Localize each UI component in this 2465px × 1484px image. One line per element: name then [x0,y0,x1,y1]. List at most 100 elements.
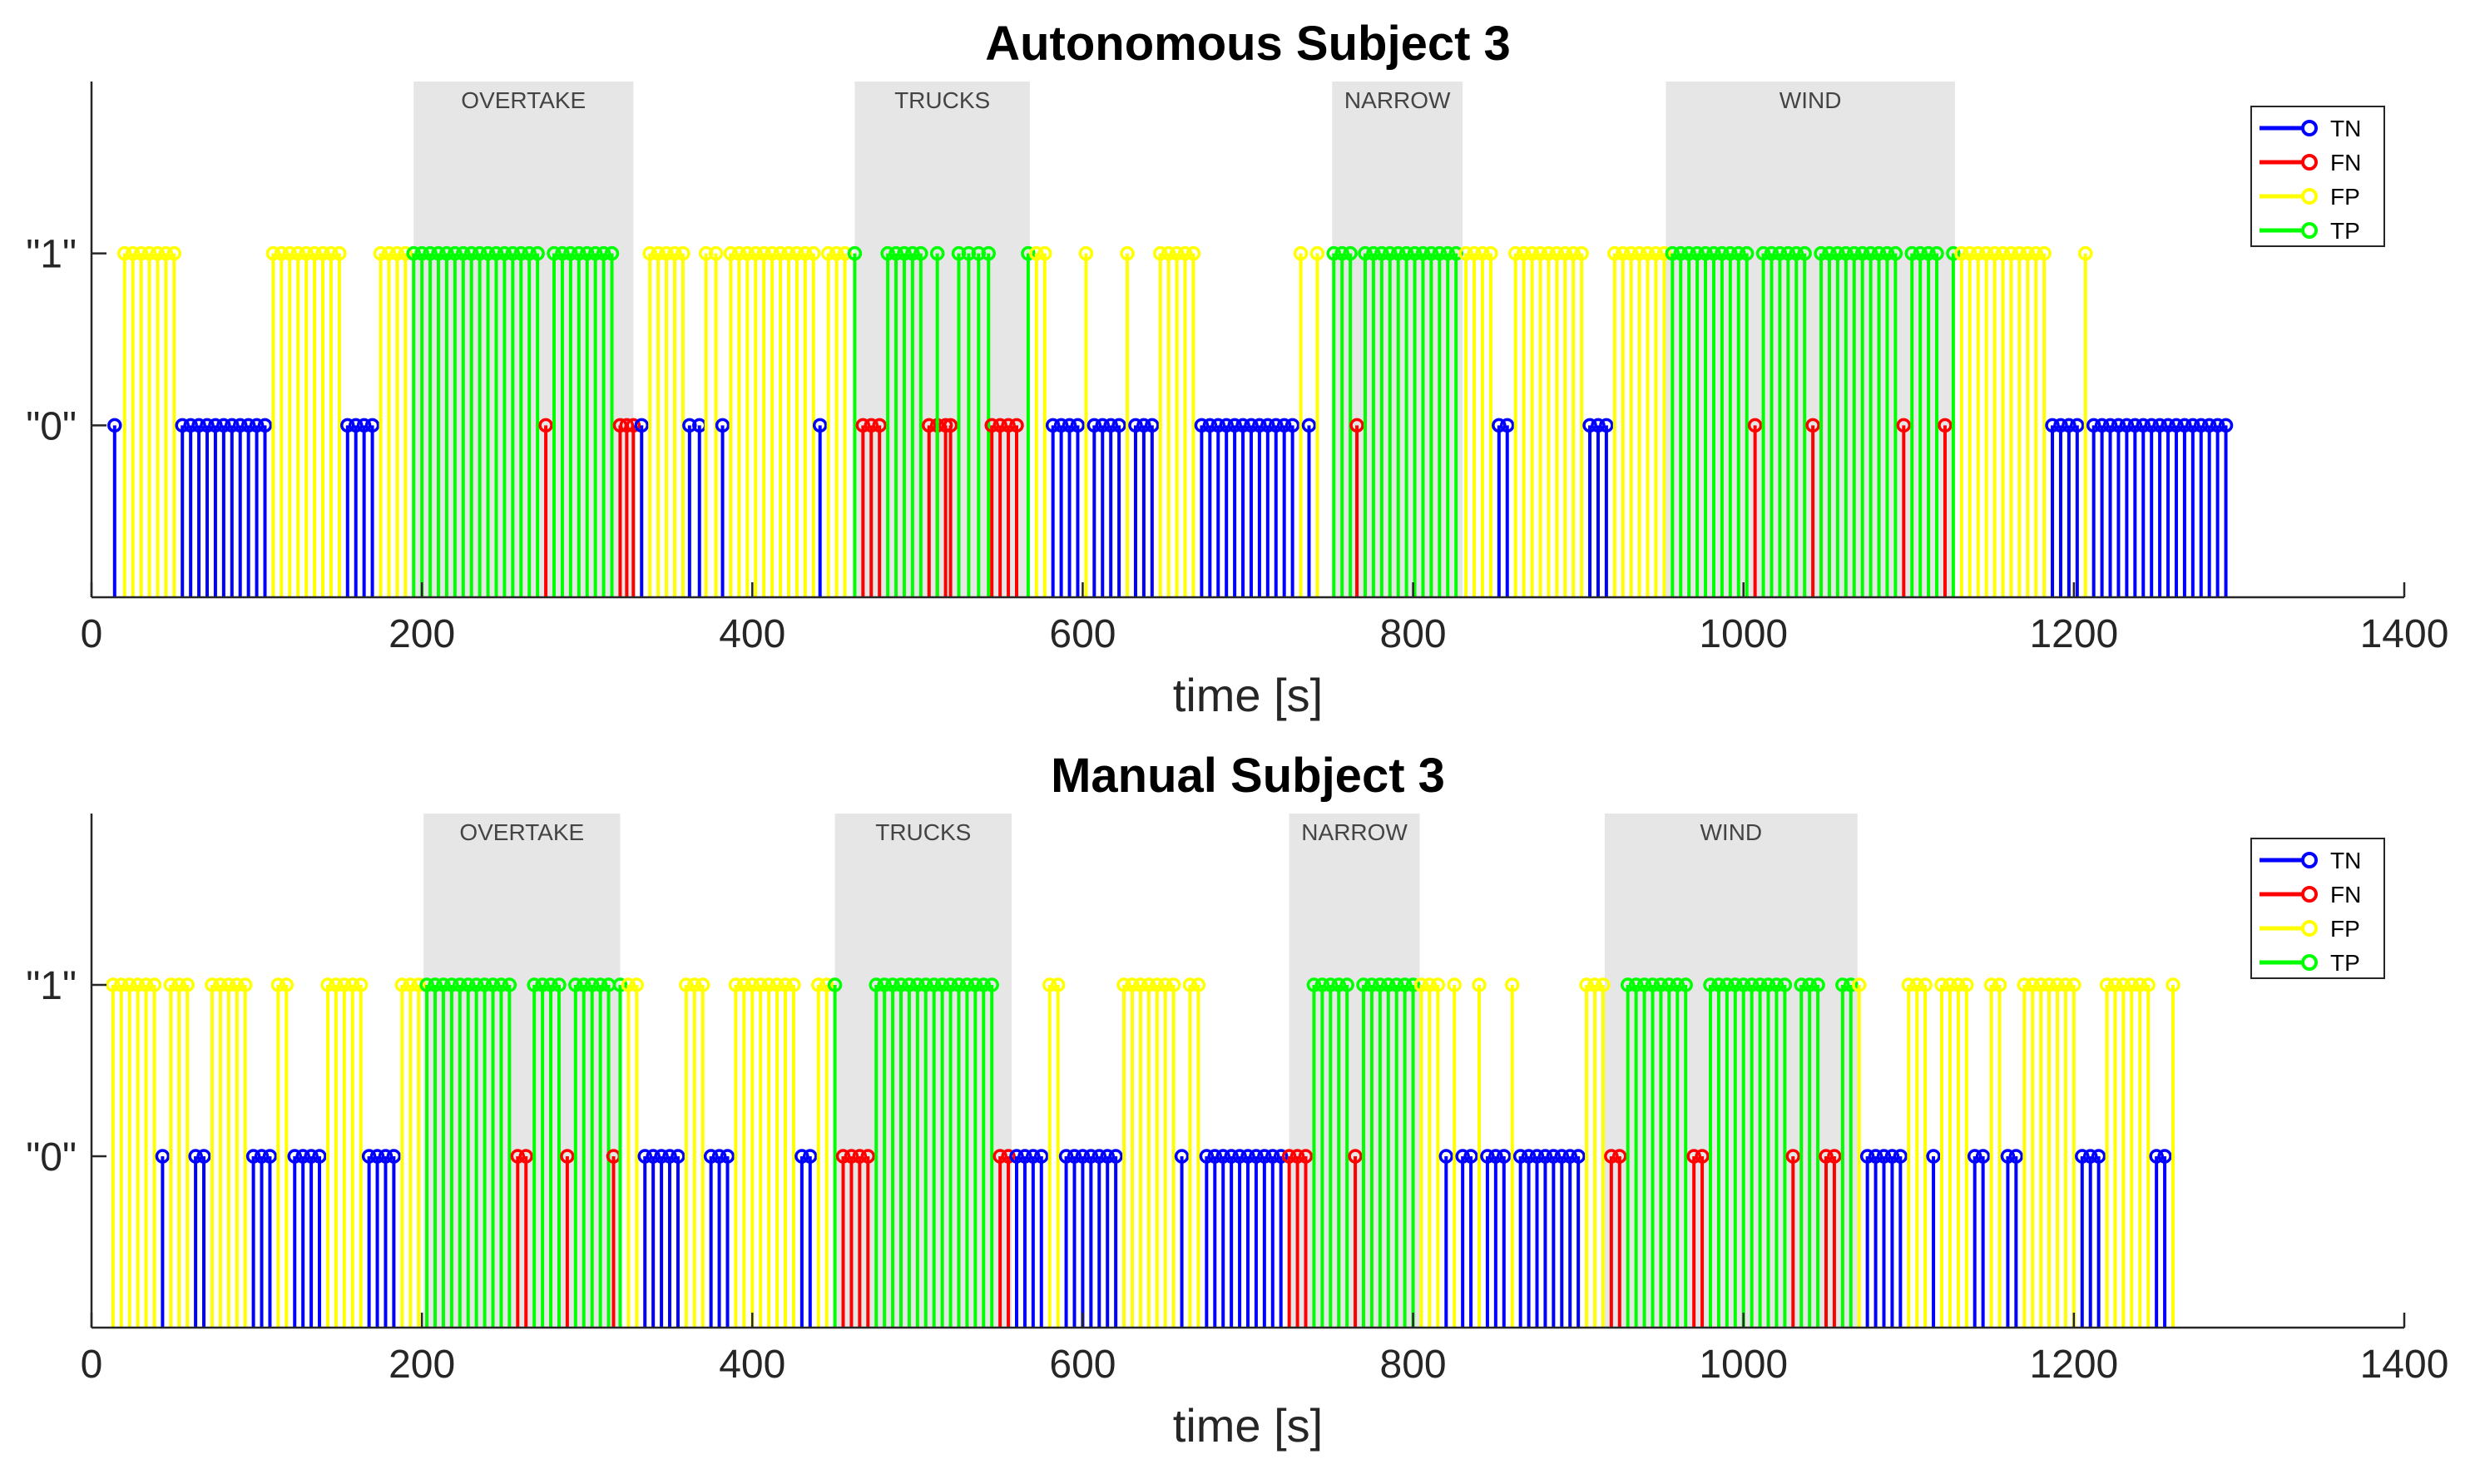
legend-label-fp: FP [2330,916,2360,942]
stem-marker-fp [698,245,714,261]
x-tick-label: 1000 [1699,612,1788,656]
stem-marker-tp [493,977,509,992]
stem-marker-tn [2169,418,2184,433]
stem-marker-tp [1021,245,1036,261]
stem-marker-tn [1529,1149,1545,1164]
stem-marker-tp [1432,245,1448,261]
stem-marker-tn [1235,418,1250,433]
stem-marker-fp [798,245,813,261]
y-tick-label: "0" [26,404,77,448]
stem-marker-fp [229,977,245,992]
stem-marker-tp [1794,977,1809,992]
stem-marker-fp [621,977,636,992]
stem-marker-tn [2075,1149,2090,1164]
section-label: NARROW [1344,87,1451,113]
stem-marker-fn [1348,1149,1363,1164]
stem-marker-fp [1532,245,1548,261]
stem-marker-fp [337,977,352,992]
stem-marker-fp [1161,245,1176,261]
stem-marker-fp [1959,977,1974,992]
stem-marker-fn [538,418,553,433]
y-tick-label: "1" [26,964,77,1008]
stem-marker-fp [1125,977,1140,992]
stem-marker-tn [1876,1149,1892,1164]
stem-marker-fp [1934,977,1949,992]
stem-marker-fp [1507,245,1523,261]
stem-marker-fp [1607,245,1622,261]
stem-marker-tn [1145,418,1160,433]
stem-marker-tp [604,245,620,261]
stem-marker-tp [1397,977,1413,992]
stem-marker-fp [332,245,347,261]
stem-marker-tp [439,245,454,261]
stem-marker-fp [1037,245,1052,261]
stem-marker-fp [1413,977,1429,992]
stem-marker-tp [572,245,587,261]
legend-marker-fp [2301,188,2318,205]
stem-marker-tn [2094,418,2110,433]
stem-marker-tp [1678,977,1693,992]
stem-marker-tn [1244,418,1259,433]
stem-marker-tn [191,418,206,433]
stem-marker-fn [560,1149,575,1164]
stem-marker-fp [1951,977,1966,992]
stem-marker-tn [2119,418,2135,433]
stem-marker-fp [1467,245,1482,261]
y-tick-label: "0" [26,1135,77,1180]
stem-marker-fp [265,245,281,261]
stem-marker-tn [1975,1149,1991,1164]
stem-marker-tn [812,418,828,433]
stem-marker-tp [513,245,529,261]
stem-marker-tn [703,1149,719,1164]
stem-marker-tp [951,245,967,261]
stem-marker-fp [1978,245,1994,261]
stem-marker-tp [1772,245,1788,261]
stem-marker-tp [1670,977,1685,992]
stem-marker-fp [282,245,298,261]
stem-marker-fp [290,245,305,261]
stem-marker-tp [902,977,917,992]
stem-marker-tp [968,977,983,992]
stem-marker-fp [1472,977,1487,992]
stem-marker-tn [1546,1149,1562,1164]
stem-marker-tp [1728,977,1743,992]
stem-marker-tn [1136,418,1151,433]
stem-marker-tn [1276,418,1292,433]
x-tick-label: 600 [1049,1343,1116,1387]
stem-marker-tp [1715,245,1730,261]
stem-marker-fn [510,1149,526,1164]
stem-marker-fp [679,977,694,992]
stem-marker-tn [1582,418,1597,433]
stem-marker-tp [596,245,611,261]
stem-marker-tp [406,245,421,261]
stem-marker-tp [1628,977,1644,992]
stem-marker-tn [1062,418,1077,433]
stem-marker-tn [356,418,372,433]
stem-marker-fp [1648,245,1664,261]
stem-marker-tn [1224,1149,1239,1164]
stem-marker-fn [1827,1149,1842,1164]
x-tick-label: 1400 [2360,612,2449,656]
stem-marker-tp [1381,977,1396,992]
x-tick-label: 1200 [2029,1343,2118,1387]
stem-marker-tn [1488,1149,1503,1164]
stem-marker-fp [736,977,752,992]
stem-marker-tn [2086,418,2101,433]
stem-marker-tn [1284,418,1300,433]
legend-marker-tn [2301,120,2318,136]
stem-marker-fp [150,245,166,261]
stem-marker-fp [2050,977,2065,992]
stem-marker-fn [855,418,871,433]
stem-marker-fp [1120,245,1135,261]
stem-marker-tp [436,977,451,992]
stem-marker-fp [398,245,413,261]
stem-marker-fp [1954,245,1969,261]
stem-marker-fp [629,977,645,992]
stem-marker-tp [543,977,558,992]
stem-marker-tp [535,977,550,992]
stem-marker-tp [1839,245,1854,261]
stem-marker-tp [555,245,570,261]
stem-marker-tn [2152,418,2167,433]
stem-marker-fp [1309,245,1325,261]
